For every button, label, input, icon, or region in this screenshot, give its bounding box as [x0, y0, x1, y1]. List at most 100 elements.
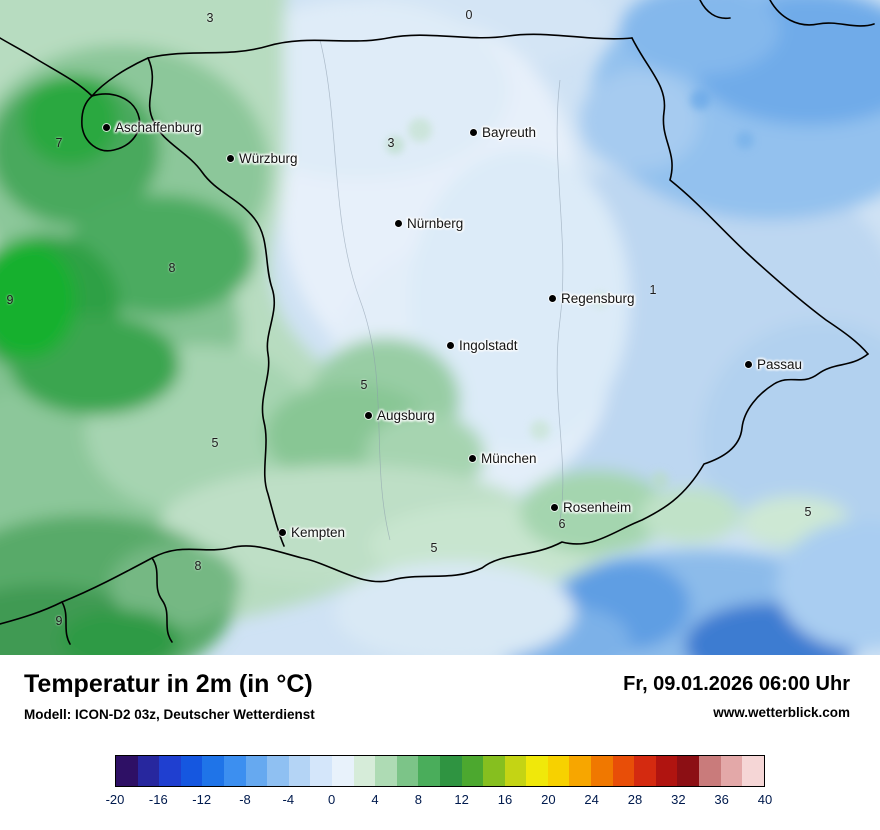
legend-color-segment [461, 756, 484, 786]
city-marker: Aschaffenburg [103, 118, 202, 136]
city-marker: Passau [745, 355, 802, 373]
legend-color-segment [375, 756, 397, 786]
legend-color-segment [742, 756, 764, 786]
temperature-value: 5 [430, 541, 438, 555]
city-marker: Würzburg [227, 149, 298, 167]
color-scale-legend: -20 -16 -12 -8 -4 0 4 8 12 16 20 24 28 32 36 40 [106, 755, 773, 810]
temperature-value: 8 [168, 261, 176, 275]
city-label: Ingolstadt [459, 337, 518, 353]
legend-color-segment [677, 756, 700, 786]
city-marker: Rosenheim [551, 498, 631, 516]
temperature-value: 9 [6, 293, 14, 307]
city-marker: Bayreuth [470, 123, 536, 141]
city-label: Passau [757, 356, 803, 372]
city-dot-icon [447, 341, 454, 349]
legend-bar [115, 755, 765, 787]
legend-color-segment [439, 756, 462, 786]
temperature-value: 7 [55, 136, 63, 150]
city-label: München [481, 450, 537, 466]
legend-tick-label: 32 [671, 792, 686, 807]
page-title: Temperatur in 2m (in °C) [24, 670, 313, 698]
legend-color-segment [116, 756, 138, 786]
temperature-value: 5 [211, 436, 219, 450]
city-label: Würzburg [239, 150, 298, 166]
model-info: Modell: ICON-D2 03z, Deutscher Wetterdie… [24, 706, 315, 722]
legend-color-segment [245, 756, 268, 786]
legend-ticks: -20 -16 -12 -8 -4 0 4 8 12 16 20 24 28 32 36 40 [106, 792, 773, 810]
legend-color-segment [483, 756, 505, 786]
temperature-value: 9 [55, 614, 63, 628]
info-panel: Temperatur in 2m (in °C) Modell: ICON-D2… [0, 655, 880, 830]
legend-color-segment [202, 756, 224, 786]
legend-color-segment [159, 756, 181, 786]
temperature-value: 6 [558, 517, 566, 531]
legend-color-segment [418, 756, 440, 786]
legend-color-segment [612, 756, 635, 786]
legend-color-segment [288, 756, 311, 786]
legend-color-segment [569, 756, 592, 786]
datetime-block: Fr, 09.01.2026 06:00 Uhr www.wetterblick… [623, 671, 850, 720]
legend-color-segment [655, 756, 678, 786]
legend-color-segment [180, 756, 203, 786]
legend-tick-label: 0 [328, 792, 336, 807]
legend-color-segment [699, 756, 721, 786]
city-label: Bayreuth [482, 124, 537, 140]
city-dot-icon [279, 528, 286, 536]
temperature-value: 8 [194, 559, 202, 573]
city-marker: Regensburg [549, 289, 635, 307]
city-dot-icon [227, 154, 234, 162]
city-label: Nürnberg [407, 215, 464, 231]
legend-tick-label: 8 [414, 792, 422, 807]
map-image [0, 0, 880, 655]
legend-tick-label: 20 [541, 792, 556, 807]
city-marker: München [469, 449, 537, 467]
legend-tick-label: 16 [497, 792, 513, 807]
legend-color-segment [331, 756, 354, 786]
city-dot-icon [549, 294, 556, 302]
map-overlay: Aschaffenburg Würzburg Bayreuth Nürnberg Reg… [6, 8, 812, 628]
state-borders [0, 0, 875, 645]
legend-tick-label: 36 [714, 792, 729, 807]
city-label: Aschaffenburg [115, 119, 202, 135]
city-marker: Kempten [279, 523, 345, 541]
valid-time: Fr, 09.01.2026 06:00 Uhr [623, 673, 850, 695]
legend-color-segment [137, 756, 160, 786]
city-dot-icon [395, 219, 402, 227]
title-block: Temperatur in 2m (in °C) Modell: ICON-D2… [24, 670, 315, 722]
temperature-value: 5 [804, 505, 812, 519]
legend-tick-label: 28 [627, 792, 643, 807]
legend-color-segment [353, 756, 376, 786]
temperature-map: Aschaffenburg Würzburg Bayreuth Nürnberg Reg… [0, 0, 880, 655]
city-dot-icon [551, 503, 558, 511]
legend-color-segment [223, 756, 246, 786]
temperature-value: 0 [465, 8, 473, 22]
city-label: Kempten [291, 524, 346, 540]
legend-tick-label: -16 [148, 792, 168, 807]
legend-tick-label: 40 [757, 792, 773, 807]
city-label: Regensburg [561, 290, 635, 306]
legend-color-segment [591, 756, 613, 786]
city-label: Augsburg [377, 407, 435, 423]
legend-tick-label: 4 [371, 792, 379, 807]
legend-color-segment [396, 756, 419, 786]
city-marker: Augsburg [365, 406, 435, 424]
temperature-value: 3 [206, 11, 214, 25]
temperature-value: 1 [649, 283, 657, 297]
city-marker: Ingolstadt [447, 336, 518, 354]
legend-tick-label: -12 [192, 792, 212, 807]
city-label: Rosenheim [563, 499, 632, 515]
city-dot-icon [470, 128, 477, 136]
legend-color-segment [310, 756, 332, 786]
website-url: www.wetterblick.com [713, 705, 850, 720]
legend-color-segment [504, 756, 527, 786]
temperature-value: 5 [360, 378, 368, 392]
city-dot-icon [469, 454, 476, 462]
legend-color-segment [720, 756, 743, 786]
legend-tick-label: 24 [584, 792, 599, 807]
city-dot-icon [103, 123, 110, 131]
legend-color-segment [634, 756, 656, 786]
legend-color-segment [526, 756, 548, 786]
city-dot-icon [745, 360, 752, 368]
legend-tick-label: -4 [282, 792, 295, 807]
city-dot-icon [365, 411, 372, 419]
